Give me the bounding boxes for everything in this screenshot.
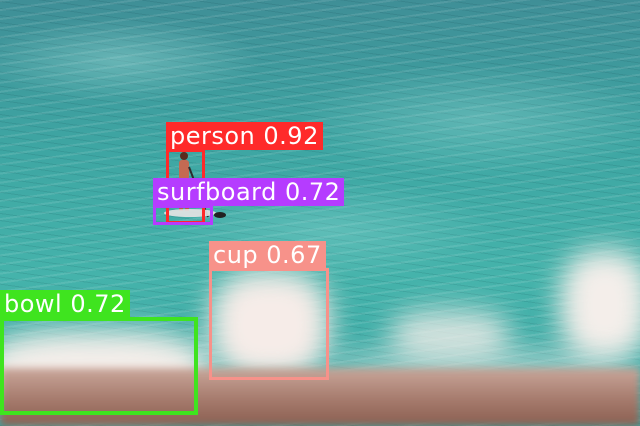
bowl-bounding-box: [0, 317, 198, 415]
cup-bounding-box: [209, 268, 329, 380]
bowl-label: bowl 0.72: [0, 290, 130, 318]
cup-label: cup 0.67: [209, 241, 326, 269]
person-label: person 0.92: [166, 122, 323, 150]
surfboard-label: surfboard 0.72: [153, 178, 344, 206]
surfboard-bounding-box: [153, 205, 213, 225]
